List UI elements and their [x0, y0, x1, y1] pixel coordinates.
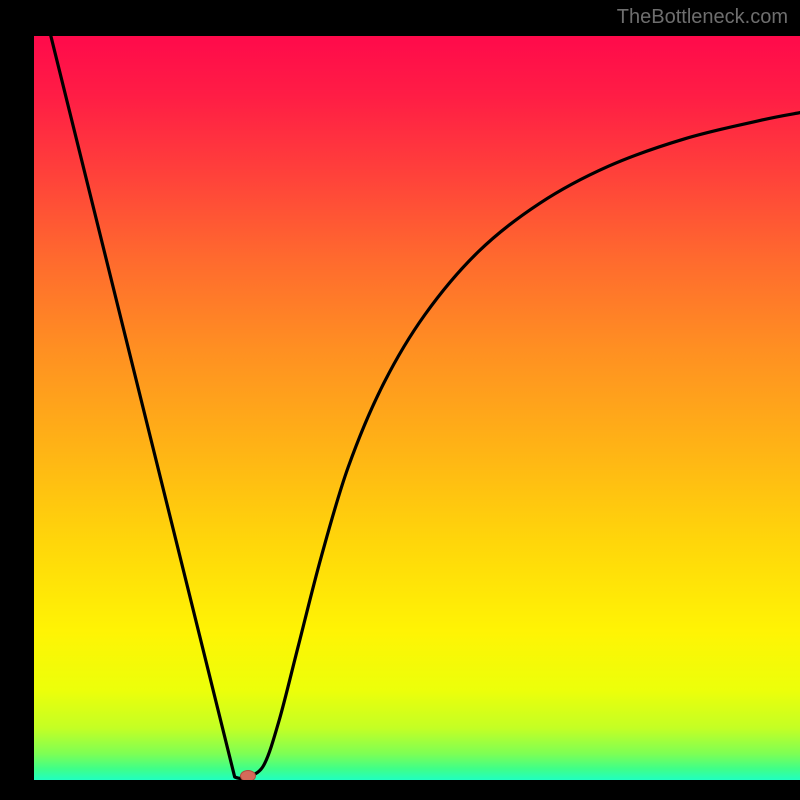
plot-area [34, 36, 800, 780]
chart-container: TheBottleneck.com [0, 0, 800, 800]
attribution-text: TheBottleneck.com [617, 6, 788, 29]
curve-svg [34, 36, 800, 780]
minimum-marker [240, 770, 256, 780]
bottleneck-curve [51, 36, 800, 779]
